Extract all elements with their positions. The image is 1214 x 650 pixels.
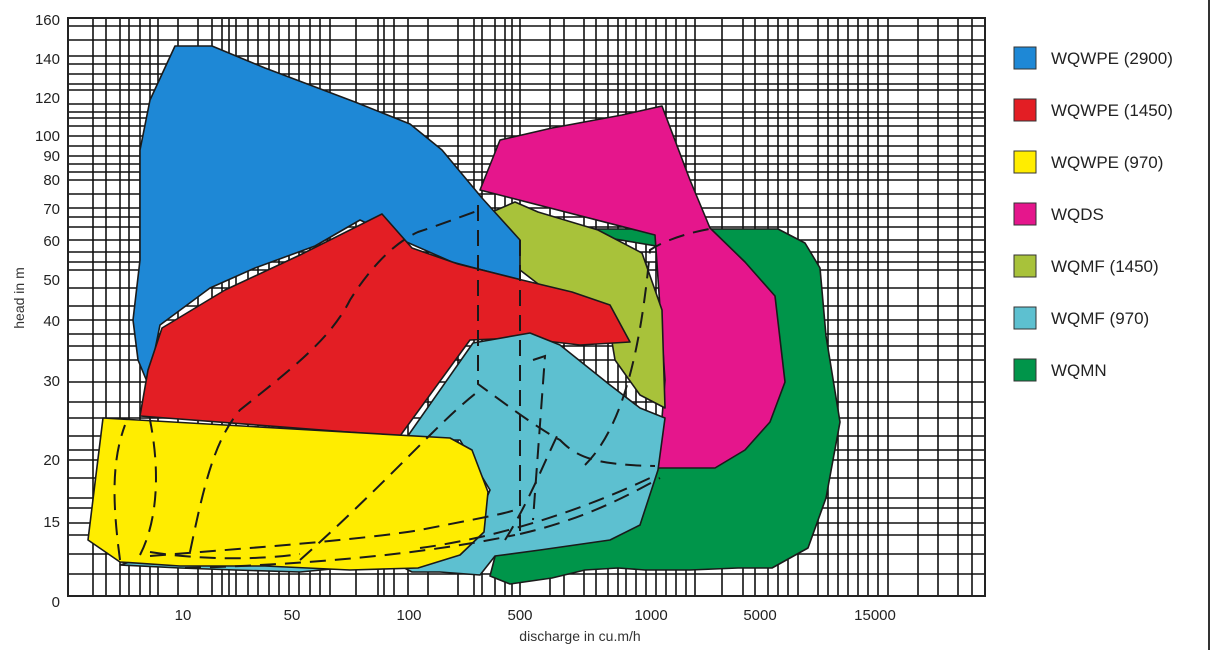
legend-label: WQMF (970) bbox=[1051, 309, 1149, 328]
y-tick-label: 160 bbox=[35, 12, 60, 29]
frame-edge bbox=[1208, 0, 1210, 650]
y-tick-label: 20 bbox=[43, 452, 60, 469]
y-tick-label: 15 bbox=[43, 514, 60, 531]
dashed-curve bbox=[149, 551, 301, 560]
legend-swatch bbox=[1013, 254, 1037, 278]
legend-label: WQMN bbox=[1051, 361, 1107, 380]
x-tick-label: 500 bbox=[507, 607, 532, 624]
dashed-curve bbox=[419, 477, 651, 549]
y-tick-label: 140 bbox=[35, 51, 60, 68]
region-wqds bbox=[479, 105, 786, 469]
y-tick-label: 100 bbox=[35, 128, 60, 145]
dashed-curve bbox=[532, 354, 547, 521]
y-tick-label: 30 bbox=[43, 373, 60, 390]
x-tick-label: 100 bbox=[396, 607, 421, 624]
y-axis-label: head in m bbox=[11, 267, 27, 328]
region-wqwpe-2900 bbox=[132, 45, 521, 385]
legend-swatch bbox=[1013, 358, 1037, 382]
dashed-curve bbox=[299, 389, 481, 561]
y-tick-label: 80 bbox=[43, 172, 60, 189]
legend-label: WQWPE (1450) bbox=[1051, 101, 1173, 120]
x-tick-label: 5000 bbox=[743, 607, 776, 624]
legend-label: WQMF (1450) bbox=[1051, 257, 1159, 276]
x-tick-label: 15000 bbox=[854, 607, 896, 624]
y-tick-label: 40 bbox=[43, 313, 60, 330]
legend-label: WQWPE (2900) bbox=[1051, 49, 1173, 68]
x-tick-label: 1000 bbox=[634, 607, 667, 624]
y-tick-label: 0 bbox=[52, 594, 60, 611]
legend-swatch bbox=[1013, 150, 1037, 174]
dashed-curve bbox=[519, 477, 661, 535]
x-tick-label: 10 bbox=[175, 607, 192, 624]
legend-swatch bbox=[1013, 306, 1037, 330]
dashed-curve bbox=[113, 424, 126, 561]
x-tick-labels: 10 50 100 500 1000 5000 15000 bbox=[175, 607, 896, 624]
x-axis-label: discharge in cu.m/h bbox=[519, 628, 640, 644]
dashed-curve bbox=[189, 209, 481, 553]
y-tick-label: 90 bbox=[43, 148, 60, 165]
dashed-curve bbox=[504, 429, 561, 541]
legend-label: WQDS bbox=[1051, 205, 1104, 224]
legend-swatch bbox=[1013, 98, 1037, 122]
dashed-curve bbox=[477, 205, 656, 467]
dashed-curve bbox=[139, 419, 157, 556]
chart-areas bbox=[87, 45, 841, 585]
chart-dashed-curves bbox=[113, 205, 716, 569]
legend-swatch bbox=[1013, 46, 1037, 70]
y-tick-label: 60 bbox=[43, 233, 60, 250]
x-tick-label: 50 bbox=[284, 607, 301, 624]
legend-label: WQWPE (970) bbox=[1051, 153, 1163, 172]
legend: WQWPE (2900) WQWPE (1450) WQWPE (970) WQDS W… bbox=[1013, 46, 1173, 382]
region-wqwpe-970 bbox=[87, 417, 489, 571]
dashed-curve bbox=[584, 227, 716, 466]
plot-frame bbox=[67, 17, 986, 597]
y-tick-labels: 0 15 20 30 40 50 60 70 80 90 100 120 140 160 bbox=[35, 12, 60, 611]
y-tick-label: 70 bbox=[43, 201, 60, 218]
y-tick-label: 50 bbox=[43, 272, 60, 289]
dashed-curve bbox=[149, 509, 516, 557]
y-tick-label: 120 bbox=[35, 90, 60, 107]
legend-swatch bbox=[1013, 202, 1037, 226]
